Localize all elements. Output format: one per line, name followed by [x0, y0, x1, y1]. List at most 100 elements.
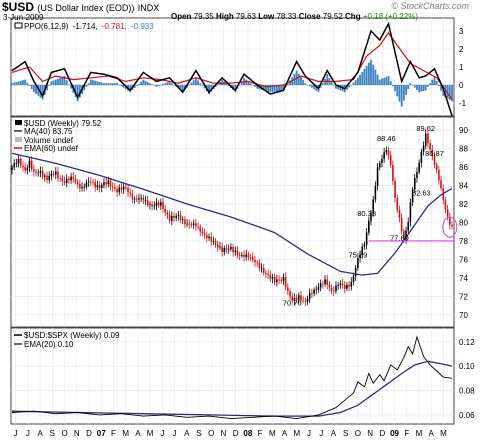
ppo-histogram-bar: [437, 85, 440, 86]
ppo-y-tick: 3: [459, 27, 464, 36]
ppo-y-tick: 1: [459, 63, 464, 72]
ppo-histogram-bar: [254, 85, 256, 87]
candle-body: [201, 231, 204, 234]
candle-body: [190, 224, 193, 225]
candle-body: [65, 178, 68, 183]
candle-body: [208, 236, 210, 238]
ppo-histogram-bar: [247, 81, 250, 85]
ppo-histogram-bar: [389, 81, 392, 85]
candle-body: [57, 171, 59, 179]
ppo-histogram-bar: [17, 81, 20, 85]
ppo-histogram-bar: [422, 85, 425, 91]
price-y-tick: 72: [459, 292, 468, 301]
candle-body: [346, 284, 348, 289]
candle-body: [125, 186, 127, 188]
candle-body: [256, 262, 258, 264]
ppo-histogram-bar: [240, 81, 243, 85]
x-tick-label: D: [379, 429, 385, 438]
candle-body: [46, 175, 48, 180]
candle-body: [179, 215, 182, 220]
x-tick-label: A: [184, 429, 190, 438]
high-value: 79.63: [235, 12, 256, 21]
candle-body: [13, 163, 15, 168]
candle-body: [245, 254, 248, 257]
candle-body: [328, 284, 331, 288]
candle-body: [254, 259, 256, 263]
ppo-histogram-bar: [188, 85, 191, 86]
candle-body: [79, 183, 81, 189]
ppo-histogram-bar: [402, 85, 405, 101]
ppo-histogram-bar: [271, 85, 274, 92]
ppo-histogram-bar: [26, 82, 29, 85]
candle-body: [433, 155, 436, 165]
candle-body: [251, 257, 254, 260]
candle-body: [313, 289, 315, 294]
ppo-histogram-bar: [199, 83, 202, 85]
chg-value: +0.18 (+0.22%): [362, 12, 418, 21]
ppo-histogram-bar: [179, 85, 182, 91]
ppo-histogram-bar: [78, 85, 81, 98]
candle-body: [63, 181, 66, 183]
candle-body: [138, 198, 140, 200]
ppo-histogram-bar: [216, 84, 219, 85]
candle-body: [236, 250, 239, 255]
ppo-histogram-bar: [122, 85, 125, 88]
ppo-histogram-bar: [365, 65, 368, 85]
candle-body: [188, 223, 191, 225]
price-y-tick: 76: [459, 255, 468, 264]
candle-body: [269, 275, 272, 279]
candle-body: [22, 165, 24, 168]
x-tick-label: J: [14, 429, 18, 438]
x-tick-label: O: [208, 429, 214, 438]
candle-body: [186, 223, 188, 225]
price-y-tick: 82: [459, 200, 468, 209]
ppo-histogram-bar: [210, 85, 213, 92]
ppo-histogram-bar: [411, 85, 414, 86]
candle-body: [265, 272, 267, 274]
ppo-histogram-bar: [313, 85, 315, 90]
candle-body: [184, 219, 186, 225]
candle-body: [74, 178, 77, 182]
x-tick-label: S: [50, 429, 55, 438]
candle-body: [122, 186, 125, 190]
ma40-line: [11, 152, 453, 276]
ppo-histogram-bar: [289, 80, 291, 85]
candle-body: [234, 250, 237, 253]
ppo-histogram-bar: [315, 85, 318, 91]
ppo-histogram-bar: [76, 85, 79, 102]
candle-body: [403, 231, 405, 240]
ppo-histogram-bar: [359, 74, 361, 85]
ppo-histogram-bar: [245, 79, 248, 85]
candle-body: [420, 151, 423, 163]
ppo-histogram-bar: [249, 83, 252, 85]
candle-body: [87, 181, 90, 183]
candle-body: [276, 279, 278, 283]
ppo-histogram-bar: [378, 79, 381, 85]
symbol-description: (US Dollar Index (EOD)): [37, 3, 135, 13]
candle-body: [370, 212, 372, 221]
ratio-legend-title: $USD:$SPX (Weekly) 0.09: [24, 331, 120, 340]
ppo-histogram-bar: [107, 83, 110, 85]
candle-body: [135, 198, 138, 200]
ppo-histogram-bar: [89, 79, 92, 85]
candle-body: [287, 287, 289, 291]
price-y-tick: 74: [459, 274, 468, 283]
candle-body: [398, 210, 401, 218]
candle-body: [249, 256, 252, 258]
candle-body: [219, 246, 221, 248]
candle-body: [19, 158, 22, 166]
ppo-histogram-bar: [85, 85, 88, 87]
candle-body: [422, 145, 425, 152]
ppo-histogram-bar: [144, 80, 147, 85]
candle-body: [306, 299, 309, 302]
candle-body: [322, 283, 324, 285]
ppo-histogram-bar: [153, 85, 156, 86]
ppo-histogram-bar: [448, 85, 451, 100]
candle-body: [243, 254, 245, 257]
candle-body: [35, 171, 37, 173]
ppo-histogram-bar: [234, 85, 237, 93]
candle-body: [400, 217, 403, 232]
highlight-circle: [442, 216, 458, 238]
candle-body: [372, 199, 374, 213]
ppo-histogram-bar: [300, 76, 302, 85]
